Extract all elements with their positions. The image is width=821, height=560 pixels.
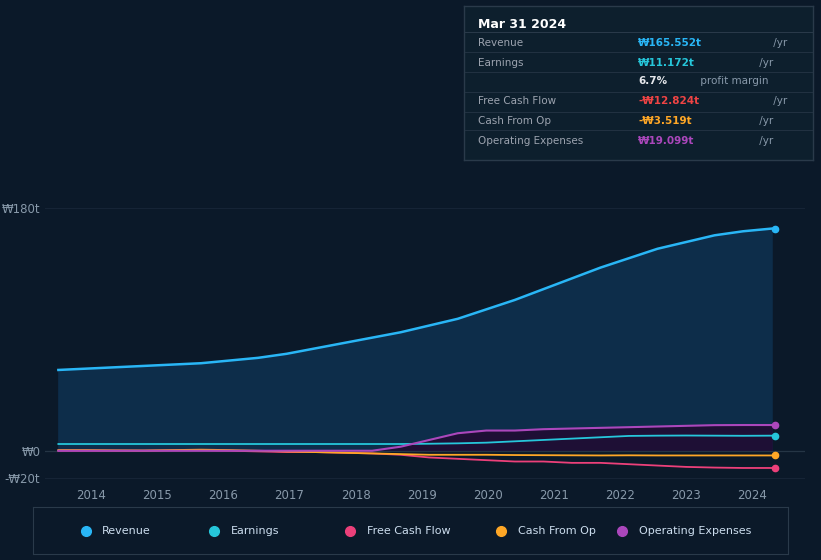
Text: /yr: /yr xyxy=(755,136,773,146)
Text: /yr: /yr xyxy=(770,96,787,106)
Text: ₩19.099t: ₩19.099t xyxy=(639,136,695,146)
Text: /yr: /yr xyxy=(755,58,773,68)
Text: 6.7%: 6.7% xyxy=(639,76,667,86)
Text: Earnings: Earnings xyxy=(478,58,523,68)
Text: Cash From Op: Cash From Op xyxy=(518,526,595,535)
Text: Earnings: Earnings xyxy=(231,526,279,535)
Text: Operating Expenses: Operating Expenses xyxy=(478,136,583,146)
Text: profit margin: profit margin xyxy=(697,76,768,86)
Text: Mar 31 2024: Mar 31 2024 xyxy=(478,18,566,31)
Text: Free Cash Flow: Free Cash Flow xyxy=(478,96,556,106)
Text: /yr: /yr xyxy=(770,38,787,48)
Text: /yr: /yr xyxy=(755,116,773,126)
Text: Cash From Op: Cash From Op xyxy=(478,116,551,126)
Text: -₩3.519t: -₩3.519t xyxy=(639,116,692,126)
Text: ₩11.172t: ₩11.172t xyxy=(639,58,695,68)
Text: Free Cash Flow: Free Cash Flow xyxy=(367,526,450,535)
Text: Revenue: Revenue xyxy=(478,38,523,48)
Text: ₩165.552t: ₩165.552t xyxy=(639,38,702,48)
Text: Revenue: Revenue xyxy=(103,526,151,535)
Text: Operating Expenses: Operating Expenses xyxy=(639,526,751,535)
Text: -₩12.824t: -₩12.824t xyxy=(639,96,699,106)
